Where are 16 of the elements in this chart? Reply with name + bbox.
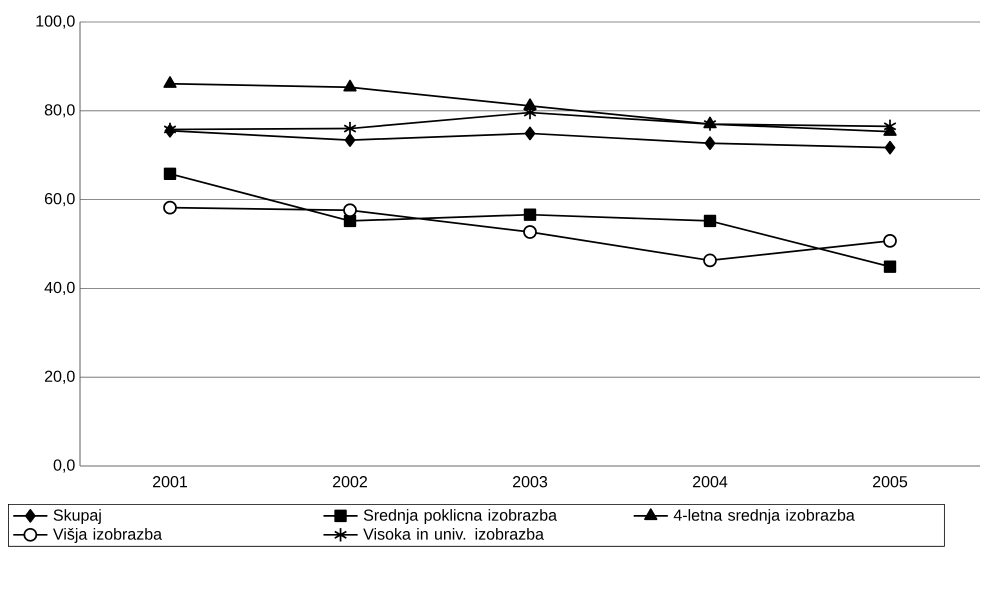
x-tick-label: 2003 (513, 476, 548, 488)
y-tick-label: 60,0 (44, 192, 75, 206)
legend-label: Srednja poklicna izobrazba (364, 509, 557, 524)
legend-label: Skupaj (54, 509, 101, 524)
x-tick-label: 2002 (333, 476, 367, 488)
x-tick-label: 2005 (873, 476, 908, 488)
y-tick-label: 100,0 (36, 15, 75, 29)
x-tick-label: 2001 (153, 476, 188, 488)
y-tick-label: 20,0 (44, 370, 75, 384)
y-tick-label: 80,0 (44, 104, 75, 118)
legend-label: 4-letna srednja izobrazba (674, 509, 855, 524)
x-tick-label: 2004 (693, 476, 728, 488)
y-tick-label: 0,0 (54, 459, 75, 473)
legend-label: Višja izobrazba (53, 528, 162, 543)
legend-label: Visoka in univ. izobrazba (363, 528, 544, 540)
y-tick-label: 40,0 (44, 282, 75, 296)
